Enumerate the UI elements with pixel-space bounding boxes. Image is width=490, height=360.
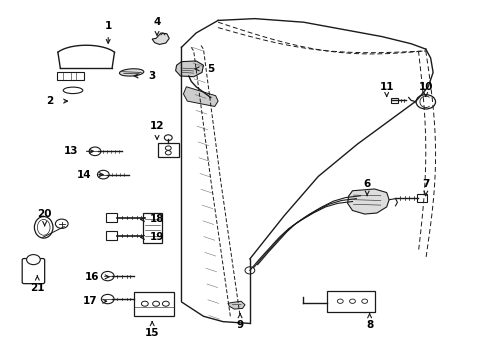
Ellipse shape bbox=[63, 87, 83, 94]
Circle shape bbox=[337, 299, 343, 303]
Text: 19: 19 bbox=[150, 232, 164, 242]
Polygon shape bbox=[152, 33, 169, 44]
Circle shape bbox=[26, 255, 40, 265]
Text: 10: 10 bbox=[418, 82, 433, 92]
Text: 4: 4 bbox=[153, 17, 161, 27]
Circle shape bbox=[416, 95, 436, 109]
Text: 17: 17 bbox=[83, 296, 98, 306]
Text: 7: 7 bbox=[422, 179, 429, 189]
FancyBboxPatch shape bbox=[158, 143, 178, 157]
FancyBboxPatch shape bbox=[22, 258, 45, 284]
Circle shape bbox=[153, 301, 159, 306]
Text: 20: 20 bbox=[37, 209, 52, 219]
Text: 5: 5 bbox=[207, 64, 215, 74]
Circle shape bbox=[101, 271, 114, 281]
FancyBboxPatch shape bbox=[134, 292, 173, 316]
FancyBboxPatch shape bbox=[57, 72, 84, 80]
Circle shape bbox=[55, 219, 68, 228]
Text: 12: 12 bbox=[150, 121, 164, 131]
Polygon shape bbox=[175, 61, 203, 77]
Text: 9: 9 bbox=[237, 320, 244, 330]
Text: 6: 6 bbox=[364, 179, 371, 189]
FancyBboxPatch shape bbox=[417, 194, 427, 202]
Circle shape bbox=[98, 170, 109, 179]
Circle shape bbox=[165, 146, 171, 150]
Polygon shape bbox=[347, 189, 389, 214]
Circle shape bbox=[245, 267, 255, 274]
FancyBboxPatch shape bbox=[144, 213, 162, 243]
Text: 8: 8 bbox=[366, 320, 373, 330]
Text: 13: 13 bbox=[64, 146, 79, 156]
Polygon shape bbox=[183, 87, 218, 107]
Circle shape bbox=[165, 150, 171, 155]
Text: 16: 16 bbox=[85, 272, 100, 282]
Text: 21: 21 bbox=[30, 283, 45, 293]
Text: 11: 11 bbox=[379, 82, 394, 92]
Text: 2: 2 bbox=[46, 96, 53, 106]
Ellipse shape bbox=[37, 220, 50, 235]
FancyBboxPatch shape bbox=[327, 291, 375, 312]
FancyBboxPatch shape bbox=[391, 98, 398, 103]
Ellipse shape bbox=[120, 69, 144, 76]
FancyBboxPatch shape bbox=[106, 213, 118, 222]
FancyBboxPatch shape bbox=[106, 231, 118, 240]
Circle shape bbox=[89, 147, 101, 156]
Text: 18: 18 bbox=[150, 215, 164, 224]
Text: 1: 1 bbox=[104, 21, 112, 31]
Text: 14: 14 bbox=[76, 170, 91, 180]
Ellipse shape bbox=[34, 217, 53, 238]
Text: 3: 3 bbox=[148, 71, 156, 81]
Circle shape bbox=[362, 299, 368, 303]
Circle shape bbox=[142, 301, 148, 306]
Circle shape bbox=[164, 135, 172, 140]
Text: 15: 15 bbox=[145, 328, 159, 338]
Circle shape bbox=[101, 294, 114, 304]
Polygon shape bbox=[228, 301, 245, 309]
Circle shape bbox=[162, 301, 169, 306]
Circle shape bbox=[349, 299, 355, 303]
